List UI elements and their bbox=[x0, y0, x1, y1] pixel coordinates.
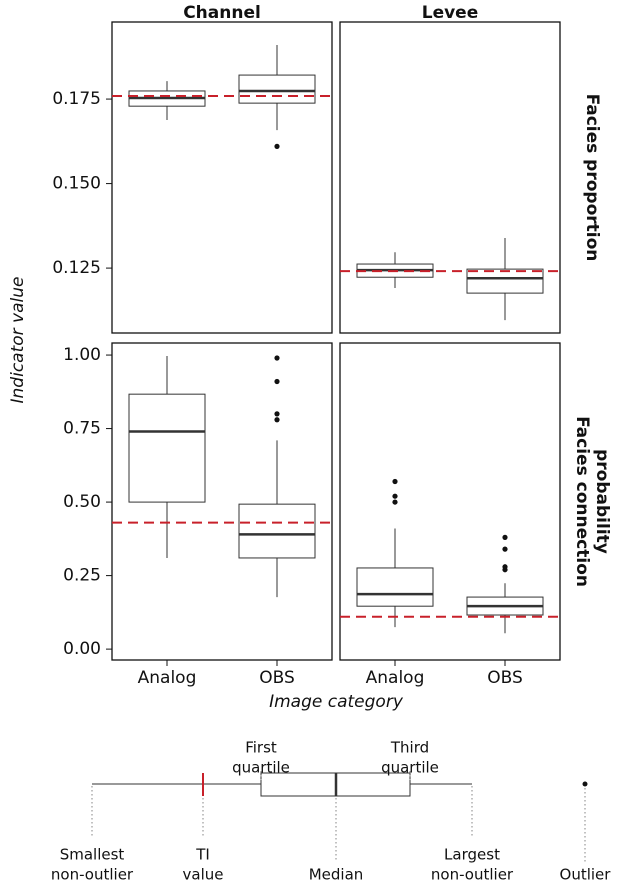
y-tick-label: 0.50 bbox=[63, 492, 101, 512]
key-label: Smallest bbox=[60, 846, 125, 864]
key-label: TI bbox=[195, 846, 210, 864]
box bbox=[238, 503, 316, 559]
y-tick-label: 0.150 bbox=[52, 174, 101, 194]
key-label: quartile bbox=[381, 759, 439, 777]
x-tick-label: OBS bbox=[259, 668, 295, 688]
panel bbox=[111, 342, 333, 661]
outlier bbox=[392, 493, 398, 499]
panel bbox=[111, 21, 333, 334]
x-tick-label: Analog bbox=[138, 668, 197, 688]
panel bbox=[339, 342, 561, 661]
row-label: Facies connection bbox=[572, 416, 592, 587]
key-label: non-outlier bbox=[431, 866, 514, 884]
column-title: Channel bbox=[183, 3, 261, 23]
outlier bbox=[274, 355, 280, 361]
box bbox=[238, 74, 316, 104]
key-label: non-outlier bbox=[51, 866, 134, 884]
y-tick-label: 0.125 bbox=[52, 258, 101, 278]
outlier bbox=[502, 546, 508, 552]
row-label: Facies proportion bbox=[582, 94, 602, 262]
outlier bbox=[392, 478, 398, 485]
outlier bbox=[274, 143, 280, 149]
key-label: Largest bbox=[444, 846, 500, 864]
x-tick-label: OBS bbox=[487, 668, 523, 688]
key-label: Median bbox=[309, 866, 364, 884]
x-axis-label: Image category bbox=[269, 692, 404, 712]
key-label: First bbox=[245, 739, 277, 757]
key-label: value bbox=[183, 866, 224, 884]
box bbox=[356, 567, 434, 607]
key-label: Outlier bbox=[560, 866, 612, 884]
key-label: quartile bbox=[232, 759, 290, 777]
key-outlier bbox=[582, 781, 588, 787]
x-tick-label: Analog bbox=[366, 668, 425, 688]
key-label: Third bbox=[390, 739, 429, 757]
y-axis-label: Indicator value bbox=[8, 277, 28, 404]
y-tick-label: 0.00 bbox=[63, 639, 101, 659]
outlier bbox=[392, 499, 398, 505]
outlier bbox=[502, 564, 508, 570]
outlier bbox=[274, 411, 280, 417]
box bbox=[466, 268, 544, 294]
outlier bbox=[502, 534, 508, 540]
outlier bbox=[274, 378, 280, 385]
y-tick-label: 0.25 bbox=[63, 566, 101, 586]
y-tick-label: 0.75 bbox=[63, 419, 101, 439]
column-title: Levee bbox=[422, 3, 479, 23]
y-tick-label: 0.175 bbox=[52, 89, 101, 109]
y-tick-label: 1.00 bbox=[63, 345, 101, 365]
outlier bbox=[274, 417, 280, 423]
box bbox=[128, 393, 206, 503]
key-diagram bbox=[91, 771, 588, 862]
panel bbox=[339, 21, 561, 334]
row-label: probability bbox=[592, 449, 612, 554]
